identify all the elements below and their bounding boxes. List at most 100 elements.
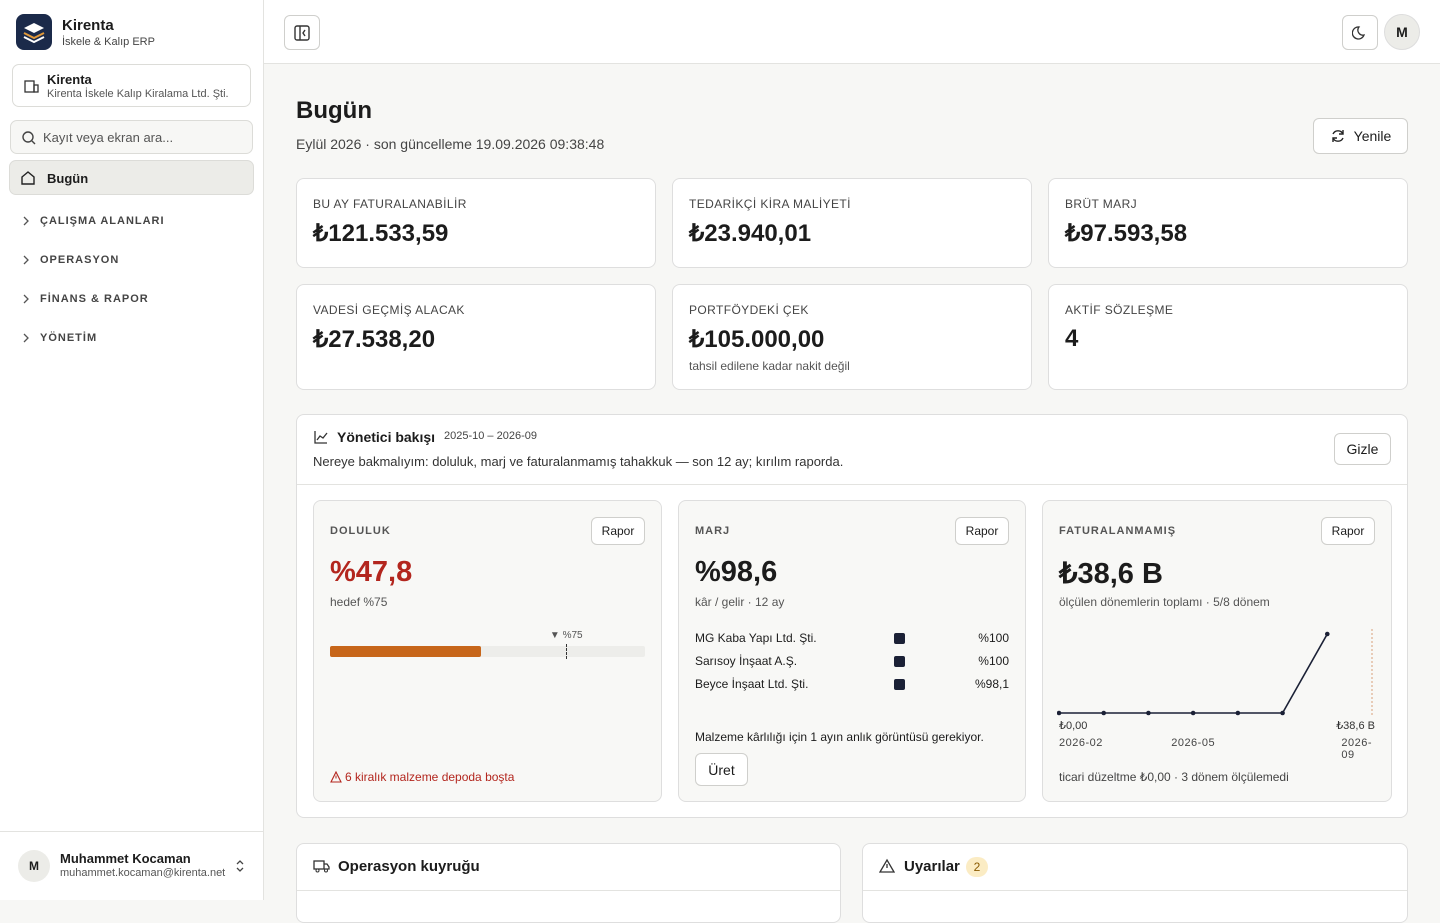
- company-name: Kirenta: [47, 72, 92, 87]
- alerts-panel: Uyarılar 2: [862, 843, 1408, 923]
- nav-active[interactable]: Bugün: [9, 160, 254, 195]
- kpi-label: BRÜT MARJ: [1065, 197, 1138, 211]
- kpi-card: TEDARİKÇİ KİRA MALİYETİ ₺23.940,01: [672, 178, 1032, 268]
- hide-button[interactable]: Gizle: [1334, 433, 1391, 465]
- kpi-card: PORTFÖYDEKİ ÇEK ₺105.000,00 tahsil edilene…: [672, 284, 1032, 390]
- search-placeholder: Kayıt veya ekran ara...: [43, 130, 174, 145]
- nav-group[interactable]: OPERASYON: [0, 252, 263, 268]
- y-tick-label: ₺0,00: [1059, 720, 1088, 732]
- divider: [297, 484, 1407, 485]
- point: [1280, 710, 1285, 716]
- margin-value: %98,6: [695, 556, 778, 588]
- refresh-icon: [1331, 130, 1344, 142]
- nav-group[interactable]: YÖNETİM: [0, 330, 263, 346]
- margin-row-name: MG Kaba Yapı Ltd. Şti.: [695, 631, 817, 645]
- warning-icon: [330, 771, 342, 783]
- report-button[interactable]: Rapor: [1321, 517, 1375, 545]
- y-tick-label: ₺38,6 B: [1336, 720, 1375, 732]
- kpi-label: BU AY FATURALANABİLİR: [313, 197, 467, 211]
- margin-row-value: %100: [978, 654, 1009, 668]
- page-subtitle: Eylül 2026 · son güncelleme 19.09.2026 0…: [296, 136, 605, 152]
- x-tick-label: 2026-05: [1171, 737, 1216, 749]
- alerts-count: 2: [966, 857, 988, 877]
- kpi-value: ₺121.533,59: [313, 220, 449, 247]
- generate-button[interactable]: Üret: [695, 753, 748, 786]
- point: [1146, 710, 1151, 716]
- margin-row-name: Beyce İnşaat Ltd. Şti.: [695, 677, 809, 691]
- executive-description: Nereye bakmalıyım: doluluk, marj ve fatu…: [313, 454, 844, 469]
- user-email: muhammet.kocaman@kirenta.net: [60, 867, 226, 879]
- nav-label: Bugün: [47, 171, 89, 186]
- line: [1059, 633, 1328, 714]
- home-icon: [21, 171, 35, 185]
- chevron-icon: [23, 294, 29, 304]
- report-button[interactable]: Rapor: [591, 517, 645, 545]
- sidebar-toggle[interactable]: [284, 15, 320, 50]
- logo-icon: [23, 23, 45, 44]
- divider: [297, 890, 840, 891]
- alerts-title: Uyarılar: [904, 858, 960, 875]
- margin-card: MARJ Rapor %98,6 kâr / gelir · 12 ay MG …: [678, 500, 1026, 802]
- avatar[interactable]: M: [1384, 14, 1420, 50]
- brand-name: Kirenta: [62, 17, 114, 34]
- sidebar: Kirenta İskele & Kalıp ERP Kirenta Kiren…: [0, 0, 264, 900]
- chevron-icon: [23, 255, 29, 265]
- occupancy-card: DOLULUK Rapor %47,8 hedef %75 ▼ %75 6 ki…: [313, 500, 662, 802]
- topbar: M: [264, 0, 1440, 64]
- point: [1101, 710, 1107, 716]
- x-tick-label: 2026-02: [1059, 737, 1103, 749]
- divider: [0, 831, 263, 832]
- truck-icon: [313, 860, 330, 873]
- point: [1190, 710, 1196, 716]
- x-tick-label: 2026-09: [1341, 737, 1372, 761]
- unbilled-chart: [1057, 629, 1373, 717]
- margin-row-value: %98,1: [974, 677, 1009, 691]
- operations-panel: Operasyon kuyruğu: [296, 843, 841, 923]
- unbilled-card: FATURALANMAMIŞ Rapor ₺38,6 B ölçülen dön…: [1042, 500, 1392, 802]
- panel-icon: [294, 24, 310, 41]
- progress-bar: [330, 646, 481, 657]
- margin-row-value: %100: [978, 631, 1009, 645]
- kpi-label: TEDARİKÇİ KİRA MALİYETİ: [689, 197, 851, 211]
- kpi-value: 4: [1065, 325, 1079, 352]
- progress-track: ▼ %75: [330, 630, 645, 659]
- unbilled-footer: ticari düzeltme ₺0,00 · 3 dönem ölçüleme…: [1059, 770, 1289, 784]
- occupancy-warning: 6 kiralık malzeme depoda boşta: [330, 770, 514, 784]
- point: [1324, 631, 1330, 637]
- search-icon: [22, 131, 36, 145]
- executive-panel: Yönetici bakışı 2025-10 – 2026-09 Nereye…: [296, 414, 1408, 818]
- point: [1057, 710, 1062, 716]
- alert-icon: [879, 858, 895, 873]
- nav-group[interactable]: ÇALIŞMA ALANLARI: [0, 213, 263, 229]
- nav-group-label: FİNANS & RAPOR: [40, 293, 149, 305]
- kpi-card: VADESİ GEÇMİŞ ALACAK ₺27.538,20: [296, 284, 656, 390]
- page-title: Bugün: [296, 97, 372, 124]
- user-menu-icon[interactable]: [234, 858, 246, 874]
- margin-subtitle: kâr / gelir · 12 ay: [695, 595, 785, 609]
- chart-icon: [314, 431, 328, 444]
- user-name: Muhammet Kocaman: [60, 851, 191, 866]
- card-label: MARJ: [695, 525, 731, 537]
- kpi-value: ₺97.593,58: [1065, 220, 1188, 247]
- theme-toggle[interactable]: [1342, 15, 1378, 50]
- moon-icon: [1352, 25, 1366, 40]
- kpi-note: tahsil edilene kadar nakit değil: [689, 359, 850, 373]
- chevron-icon: [23, 333, 29, 343]
- executive-range: 2025-10 – 2026-09: [444, 430, 537, 442]
- nav-group-label: ÇALIŞMA ALANLARI: [40, 215, 165, 227]
- nav-group[interactable]: FİNANS & RAPOR: [0, 291, 263, 307]
- company-full-name: Kirenta İskele Kalıp Kiralama Ltd. Şti.: [47, 88, 229, 100]
- operations-title: Operasyon kuyruğu: [338, 858, 480, 875]
- warning-text: 6 kiralık malzeme depoda boşta: [345, 770, 515, 784]
- refresh-label: Yenile: [1353, 128, 1392, 144]
- report-button[interactable]: Rapor: [955, 517, 1009, 545]
- company-switcher[interactable]: Kirenta Kirenta İskele Kalıp Kiralama Lt…: [12, 64, 251, 107]
- building-icon: [24, 80, 39, 93]
- margin-row-swatch: [894, 656, 905, 667]
- nav-group-label: YÖNETİM: [40, 332, 98, 344]
- occupancy-rate: %47,8: [330, 556, 413, 588]
- point: [1235, 710, 1241, 716]
- search[interactable]: Kayıt veya ekran ara...: [10, 120, 253, 154]
- refresh-button[interactable]: Yenile: [1313, 118, 1408, 154]
